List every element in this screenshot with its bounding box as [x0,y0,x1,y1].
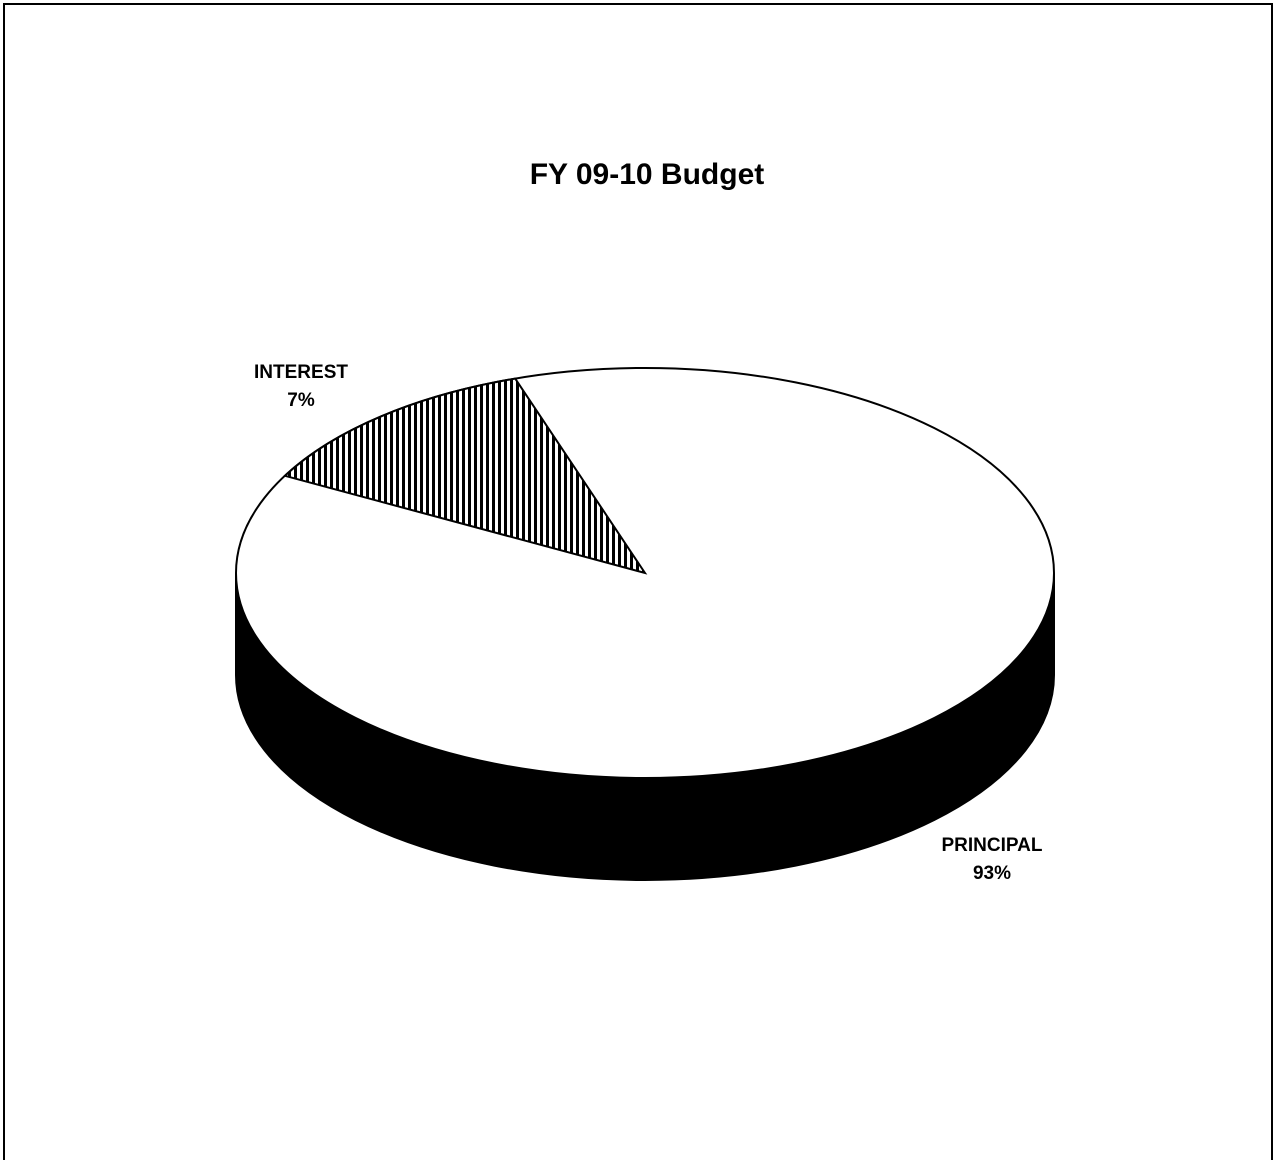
slice-label-principal-percent: 93% [973,863,1011,884]
chart-frame [3,3,1273,1160]
slice-label-interest: INTEREST 7% [254,362,348,411]
slice-label-principal-name: PRINCIPAL [942,835,1043,856]
pie-slice-interest [282,377,648,575]
slice-label-interest-percent: 7% [287,390,315,411]
slice-label-interest-name: INTEREST [254,362,348,383]
pie-group [235,367,1055,881]
chart-title: FY 09-10 Budget [530,158,765,191]
slice-label-principal: PRINCIPAL 93% [942,835,1043,884]
